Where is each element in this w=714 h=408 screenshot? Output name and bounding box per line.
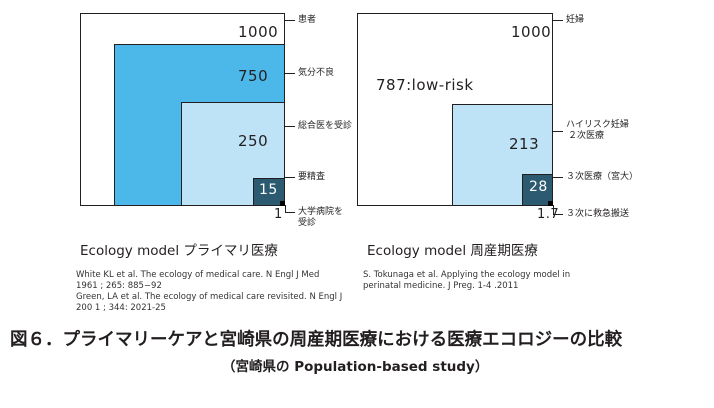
right-value-28: 28 [529, 179, 548, 195]
left-value-15: 15 [259, 182, 278, 198]
right-ref-2: perinatal medicine. J Preg. 1-4 .2011 [363, 281, 519, 291]
right-label-pregnant: 妊婦 [566, 15, 585, 25]
left-ref-4: 200 1 ; 344: 2021-25 [76, 303, 166, 313]
left-label-gp-visit: 総合医を受診 [298, 121, 353, 131]
left-leader-2 [285, 73, 295, 74]
left-label-university-2: 受診 [298, 218, 317, 228]
right-leader-3 [553, 177, 563, 178]
left-leader-5-stem [285, 205, 286, 213]
right-ref-1: S. Tokunaga et al. Applying the ecology … [363, 270, 571, 280]
left-value-1: 1 [274, 207, 283, 222]
figure-subtitle: （宮崎県の Population-based study） [222, 359, 489, 375]
left-value-250: 250 [238, 132, 269, 150]
right-leader-4-stem [553, 205, 554, 215]
left-label-unwell: 気分不良 [298, 68, 335, 78]
left-label-university-1: 大学病院を [298, 207, 344, 217]
right-leader-4 [553, 214, 563, 215]
left-ref-2: 1961 ; 265: 885−92 [76, 281, 162, 291]
right-leader-1 [553, 20, 563, 21]
left-leader-3 [285, 126, 295, 127]
right-label-highrisk-2: ２次医療 [568, 131, 605, 141]
right-caption: Ecology model 周産期医療 [367, 243, 538, 259]
right-leader-2 [553, 131, 563, 132]
left-value-750: 750 [238, 67, 269, 85]
left-leader-4 [285, 177, 295, 178]
right-marker-emergency [548, 201, 553, 206]
figure-title: 図６．プライマリーケアと宮崎県の周産期医療における医療エコロジーの比較 [10, 330, 623, 350]
left-box-workup [253, 178, 285, 206]
right-value-1000: 1000 [511, 23, 552, 41]
right-label-tertiary: ３次医療（宮大） [566, 172, 639, 182]
left-marker-university [280, 201, 285, 206]
right-value-213: 213 [509, 135, 540, 153]
right-box-tertiary [522, 174, 553, 206]
left-value-1000: 1000 [238, 23, 279, 41]
left-label-patients: 患者 [298, 15, 317, 25]
left-caption: Ecology model プライマリ医療 [80, 243, 278, 259]
left-label-workup: 要精査 [298, 172, 326, 182]
right-label-highrisk-1: ハイリスク妊婦 [566, 120, 629, 130]
left-ref-1: White KL et al. The ecology of medical c… [76, 270, 320, 280]
right-label-emergency: ３次に救急搬送 [566, 209, 630, 219]
right-value-787: 787:low-risk [376, 76, 474, 94]
left-leader-1 [285, 20, 295, 21]
left-leader-5 [285, 212, 295, 213]
left-ref-3: Green, LA et al. The ecology of medical … [76, 292, 343, 302]
